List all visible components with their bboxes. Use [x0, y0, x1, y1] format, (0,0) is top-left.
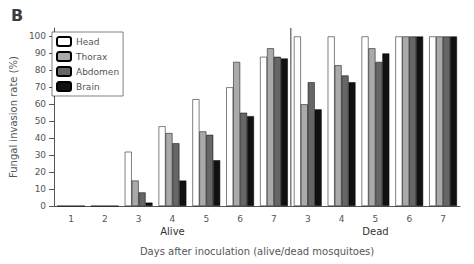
svg-text:70: 70 — [35, 82, 47, 92]
svg-text:Fungal invasion rate (%): Fungal invasion rate (%) — [8, 56, 19, 178]
svg-text:3: 3 — [305, 214, 311, 224]
svg-text:6: 6 — [406, 214, 412, 224]
svg-text:5: 5 — [203, 214, 209, 224]
svg-text:Alive: Alive — [160, 226, 184, 237]
svg-text:5: 5 — [373, 214, 379, 224]
svg-text:Days after inoculation (alive/: Days after inoculation (alive/dead mosqu… — [140, 246, 374, 257]
svg-text:2: 2 — [102, 214, 108, 224]
svg-text:90: 90 — [35, 48, 47, 58]
svg-text:60: 60 — [35, 99, 47, 109]
svg-text:10: 10 — [35, 184, 47, 194]
svg-text:20: 20 — [35, 167, 47, 177]
svg-text:100: 100 — [29, 31, 46, 41]
svg-text:Thorax: Thorax — [75, 52, 108, 62]
svg-text:7: 7 — [440, 214, 446, 224]
svg-text:1: 1 — [68, 214, 74, 224]
svg-text:7: 7 — [271, 214, 277, 224]
svg-text:Abdomen: Abdomen — [76, 67, 119, 77]
svg-text:Head: Head — [76, 37, 100, 47]
svg-text:4: 4 — [339, 214, 345, 224]
svg-text:40: 40 — [35, 133, 47, 143]
svg-text:6: 6 — [237, 214, 243, 224]
svg-text:50: 50 — [35, 116, 47, 126]
svg-text:Dead: Dead — [362, 226, 388, 237]
svg-text:B: B — [11, 6, 23, 25]
svg-text:30: 30 — [35, 150, 47, 160]
svg-text:80: 80 — [35, 65, 47, 75]
svg-text:4: 4 — [170, 214, 176, 224]
svg-text:3: 3 — [136, 214, 142, 224]
svg-text:Brain: Brain — [76, 82, 100, 92]
svg-text:0: 0 — [40, 201, 46, 211]
